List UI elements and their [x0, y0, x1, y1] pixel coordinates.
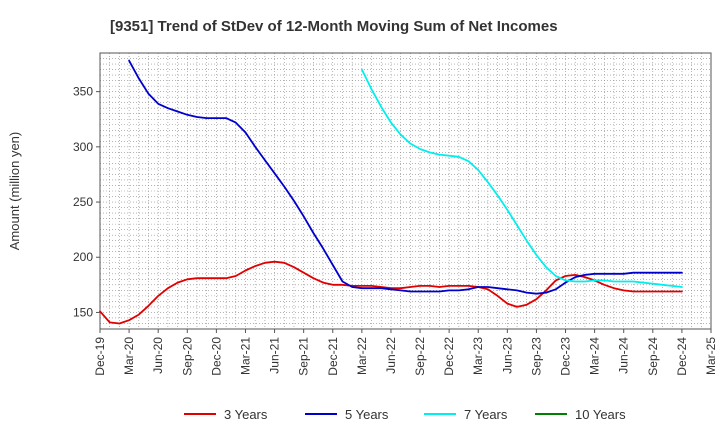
x-axis: Dec-19 Mar-20 Jun-20 Sep-20 Dec-20 Mar-21 Jun-… [93, 329, 718, 376]
y-tick-label: 300 [73, 140, 93, 154]
chart-title: [9351] Trend of StDev of 12-Month Moving… [110, 18, 558, 35]
x-tick-label: Sep-21 [297, 337, 311, 376]
y-axis: 150 200 250 300 350 [73, 85, 100, 319]
x-tick-label: Dec-24 [675, 337, 689, 376]
x-tick-label: Dec-20 [209, 337, 223, 376]
x-tick-label: Sep-23 [529, 337, 543, 376]
x-tick-label: Sep-20 [180, 337, 194, 376]
legend-label-3: 7 Years [464, 407, 508, 422]
legend-label-2: 5 Years [345, 407, 389, 422]
y-tick-label: 350 [73, 85, 93, 99]
y-tick-label: 150 [73, 305, 93, 319]
series-line-2 [128, 59, 683, 295]
x-tick-label: Jun-22 [384, 337, 398, 374]
x-tick-label: Sep-24 [646, 337, 660, 376]
plot-frame [99, 52, 712, 330]
legend-label-1: 3 Years [224, 407, 268, 422]
x-tick-label: Dec-21 [326, 337, 340, 376]
x-tick-label: Mar-20 [122, 337, 136, 375]
y-tick-label: 200 [73, 250, 93, 264]
x-tick-label: Jun-24 [617, 337, 631, 374]
x-tick-label: Jun-20 [151, 337, 165, 374]
x-tick-label: Jun-21 [268, 337, 282, 374]
x-tick-label: Mar-22 [355, 337, 369, 375]
x-tick-label: Mar-25 [704, 337, 718, 375]
series-line-1 [99, 260, 683, 325]
x-tick-label: Dec-19 [93, 337, 107, 376]
x-tick-label: Sep-22 [413, 337, 427, 376]
series-group [99, 59, 683, 325]
grid [100, 53, 711, 329]
x-tick-label: Dec-22 [442, 337, 456, 376]
legend-label-4: 10 Years [575, 407, 626, 422]
x-tick-label: Jun-23 [500, 337, 514, 374]
x-tick-label: Mar-21 [238, 337, 252, 375]
x-tick-label: Mar-24 [588, 337, 602, 375]
legend: 3 Years 5 Years 7 Years 10 Years [184, 407, 626, 422]
y-tick-label: 250 [73, 195, 93, 209]
series-line-3 [360, 68, 683, 288]
y-axis-label: Amount (million yen) [7, 132, 22, 251]
x-tick-label: Dec-23 [559, 337, 573, 376]
x-tick-label: Mar-23 [471, 337, 485, 375]
